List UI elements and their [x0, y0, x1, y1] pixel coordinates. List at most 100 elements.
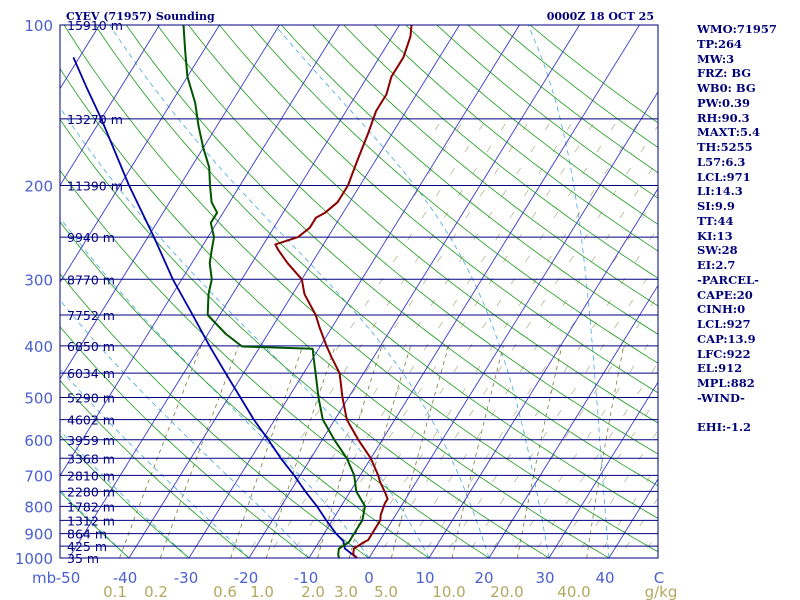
- mixing-ratio-tick-label: 10.0: [432, 583, 465, 600]
- height-label: 35 m: [67, 551, 99, 566]
- pressure-tick-label: 800: [24, 498, 53, 516]
- index-line: L57:6.3: [697, 154, 746, 169]
- chart-time: 0000Z 18 OCT 25: [547, 10, 654, 23]
- pressure-tick-label: 700: [24, 467, 53, 485]
- mixing-ratio-tick-label: 0.6: [213, 583, 237, 600]
- index-line: LFC:922: [697, 346, 751, 361]
- index-line: LI:14.3: [697, 184, 743, 199]
- index-line: -PARCEL-: [697, 272, 759, 287]
- height-label: 5290 m: [67, 391, 115, 406]
- height-label: 4602 m: [67, 413, 115, 428]
- isotherm: [368, 91, 658, 558]
- indices-panel: WMO:71957 TP:264 MW:3 FRZ: BG WB0: BG PW:0.39…: [697, 22, 797, 435]
- index-line: RH:90.3: [697, 110, 750, 125]
- isotherm: [128, 25, 460, 558]
- height-label: 3959 m: [67, 433, 115, 448]
- index-line: MW:3: [697, 51, 735, 66]
- isotherm: [308, 25, 640, 558]
- pressure-tick-label: 100: [24, 17, 53, 35]
- mixing-ratio-tick-label: 5.0: [374, 583, 398, 600]
- index-line: TP:264: [697, 36, 743, 51]
- index-line: MAXT:5.4: [697, 125, 760, 140]
- index-line: CAPE:20: [697, 287, 753, 302]
- height-label: 9940 m: [67, 230, 115, 245]
- moist-adiabat: [60, 429, 190, 558]
- pressure-tick-label: 400: [24, 338, 53, 356]
- index-line: SI:9.9: [697, 199, 735, 213]
- height-label: 8770 m: [67, 272, 115, 287]
- height-label: 13270 m: [67, 112, 123, 127]
- mixing-ratio-tick-label: g/kg: [645, 583, 678, 600]
- temperature-tick-label: 40: [595, 569, 614, 587]
- isotherm: [60, 25, 160, 187]
- index-line: CINH:0: [697, 302, 746, 317]
- index-line: EL:912: [697, 361, 743, 376]
- height-label: 11390 m: [67, 178, 123, 193]
- height-label: 3368 m: [67, 451, 115, 466]
- height-label: 7752 m: [67, 308, 115, 323]
- moist-adiabat: [60, 217, 370, 558]
- index-line: MPL:882: [697, 376, 755, 390]
- height-label: 2280 m: [67, 484, 115, 499]
- temperature-trace: [274, 25, 413, 558]
- temperature-tick-label: C: [654, 569, 664, 587]
- temperature-tick-label: -10: [294, 569, 319, 587]
- index-line: EI:2.7: [697, 258, 736, 272]
- height-label: 6850 m: [67, 339, 115, 354]
- isotherm: [548, 381, 658, 558]
- temperature-tick-label: 10: [415, 569, 434, 587]
- height-label: 1312 m: [67, 513, 115, 528]
- temperature-tick-label: -20: [234, 569, 259, 587]
- index-line: FRZ: BG: [697, 66, 752, 81]
- moist-adiabat: [60, 106, 430, 558]
- isotherm: [68, 25, 400, 558]
- pressure-tick-label: 600: [24, 432, 53, 450]
- height-label: 425 m: [67, 539, 107, 554]
- parcel-trace: [72, 57, 358, 558]
- pressure-tick-label: 200: [24, 177, 53, 195]
- dewpoint-trace: [182, 25, 366, 558]
- index-line: LCL:927: [697, 317, 751, 331]
- plot-frame: [59, 24, 659, 559]
- isotherm: [60, 25, 340, 477]
- height-label: 15910 m: [67, 18, 123, 33]
- index-line: TH:5255: [697, 140, 753, 154]
- isotherm: [428, 187, 658, 558]
- pressure-tick-label: 1000: [15, 550, 53, 568]
- index-line: TT:44: [697, 213, 734, 228]
- temperature-tick-label: 0: [364, 569, 374, 587]
- isotherm: [188, 25, 520, 558]
- index-line: CAP:13.9: [697, 331, 756, 346]
- index-line: WMO:71957: [697, 22, 777, 36]
- height-label: 1782 m: [67, 499, 115, 514]
- sounding-profiles: [72, 25, 413, 558]
- pressure-tick-label: 300: [24, 271, 53, 289]
- index-line: PW:0.39: [697, 95, 751, 110]
- pressure-tick-label: 500: [24, 390, 53, 408]
- temperature-tick-label: 20: [474, 569, 493, 587]
- index-line: [697, 406, 797, 421]
- height-label: 864 m: [67, 527, 107, 542]
- mixing-ratio-tick-label: 40.0: [557, 583, 590, 600]
- mixing-ratio-tick-label: 20.0: [490, 583, 523, 600]
- moist-adiabat: [60, 368, 250, 558]
- temperature-tick-label: -50: [56, 569, 81, 587]
- temperature-tick-label: -30: [174, 569, 199, 587]
- moist-adiabat: [60, 299, 310, 558]
- isotherm: [248, 25, 580, 558]
- isotherm: [488, 284, 658, 558]
- index-line: SW:28: [697, 243, 738, 258]
- chart-title: CYEV (71957) Sounding: [66, 10, 215, 23]
- isotherms: [60, 25, 697, 558]
- isotherm: [669, 25, 697, 558]
- mixing-ratio-tick-label: 2.0: [301, 583, 325, 600]
- pressure-unit-label: mb: [32, 569, 56, 587]
- index-line: LCL:971: [697, 169, 751, 184]
- pressure-tick-label: 900: [24, 526, 53, 544]
- height-label: 6034 m: [67, 366, 115, 381]
- index-line: KI:13: [697, 228, 733, 243]
- temperature-tick-label: 30: [535, 569, 554, 587]
- mixing-ratio-tick-label: 0.2: [144, 583, 168, 600]
